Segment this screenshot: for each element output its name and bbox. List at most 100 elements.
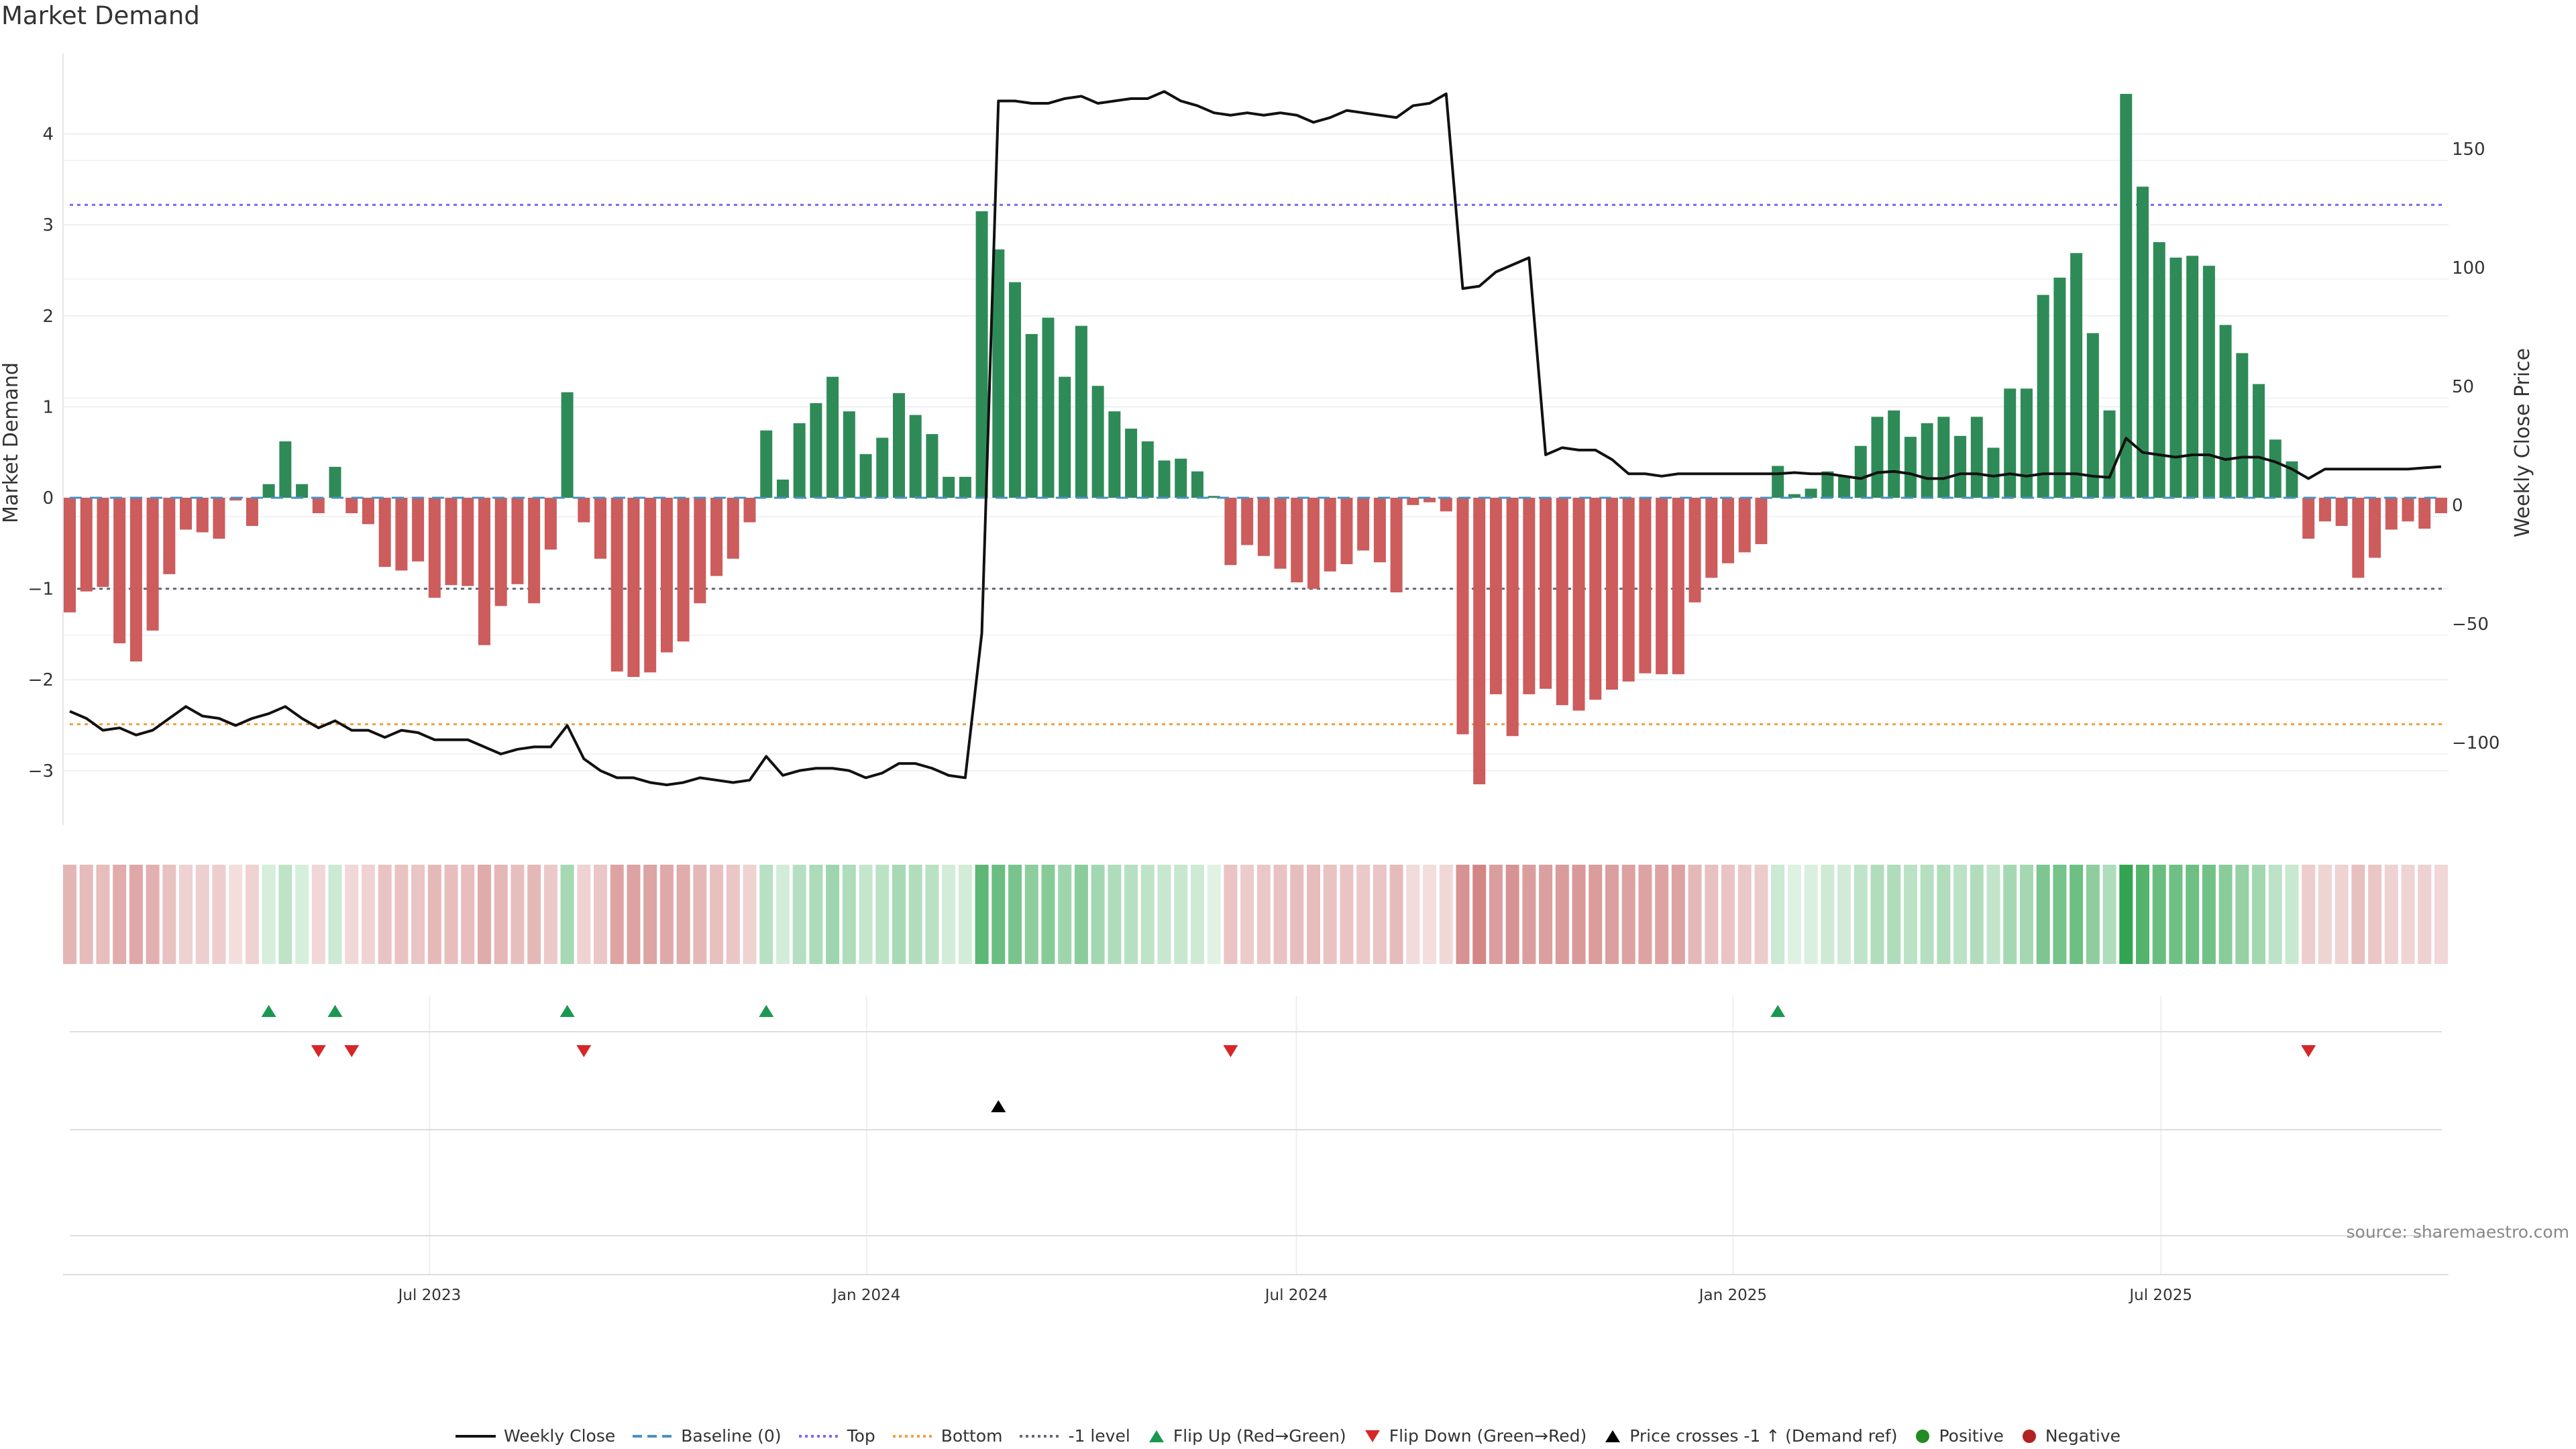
legend-item[interactable]: Weekly Close: [455, 1426, 615, 1446]
flip-down-marker: [344, 1045, 360, 1057]
demand-bar: [1075, 325, 1087, 498]
demand-heat-cell: [461, 865, 475, 964]
demand-heat-cell: [1837, 865, 1851, 964]
demand-heat-cell: [1539, 865, 1553, 964]
demand-heat-cell: [577, 865, 591, 964]
left-axis-title: Market Demand: [0, 362, 23, 523]
flip-up-marker: [261, 1005, 276, 1017]
demand-heat-cell: [2384, 865, 2398, 964]
demand-heat-cell: [1091, 865, 1105, 964]
demand-heat-cell: [676, 865, 690, 964]
demand-bar: [129, 498, 142, 662]
demand-heat-cell: [2351, 865, 2365, 964]
demand-bar: [909, 415, 922, 498]
demand-bar: [644, 498, 657, 673]
demand-bar: [229, 498, 242, 501]
legend-item[interactable]: Negative: [2021, 1426, 2121, 1446]
flip-down-marker: [311, 1045, 326, 1057]
demand-heat-cell: [1903, 865, 1917, 964]
demand-bar: [80, 498, 93, 592]
demand-bar: [2137, 186, 2149, 498]
demand-bar: [1506, 498, 1519, 737]
demand-bar: [1424, 498, 1436, 502]
demand-heat-cell: [1240, 865, 1254, 964]
demand-heat-cell: [1737, 865, 1752, 964]
demand-heat-cell: [229, 865, 243, 964]
demand-heat-cell: [527, 865, 541, 964]
demand-bar: [2020, 388, 2033, 498]
demand-heat-cell: [2086, 865, 2100, 964]
demand-heat-cell: [958, 865, 972, 964]
demand-bar: [826, 376, 839, 498]
demand-bar: [2236, 353, 2249, 498]
legend-item[interactable]: Positive: [1915, 1426, 2004, 1446]
demand-heat-cell: [2334, 865, 2349, 964]
demand-heat-cell: [2019, 865, 2033, 964]
flip-down-marker: [576, 1045, 592, 1057]
demand-bar: [594, 498, 607, 559]
source-label: source: sharemaestro.com: [2346, 1222, 2570, 1242]
legend-item[interactable]: Flip Up (Red→Green): [1148, 1426, 1346, 1446]
demand-heat-cell: [1522, 865, 1536, 964]
demand-heat-cell: [1307, 865, 1320, 964]
flip-up-marker: [759, 1005, 774, 1017]
demand-heat-cell: [1008, 865, 1022, 964]
demand-bar: [478, 498, 490, 645]
demand-heat-cell: [710, 865, 724, 964]
demand-heat-cell: [2218, 865, 2233, 964]
legend-item[interactable]: Top: [798, 1426, 875, 1446]
demand-bar: [1788, 494, 1801, 498]
demand-heat-cell: [975, 865, 989, 964]
legend-label: Top: [847, 1426, 875, 1446]
demand-bar: [1091, 386, 1104, 498]
demand-heat-cell: [2368, 865, 2382, 964]
demand-bar: [1489, 498, 1502, 694]
flip-down-marker: [2301, 1045, 2316, 1057]
demand-bar: [1605, 498, 1618, 690]
demand-bar: [926, 434, 938, 498]
demand-heat-cell: [295, 865, 309, 964]
demand-bar: [1241, 498, 1254, 545]
demand-heat-cell: [1256, 865, 1271, 964]
legend-item[interactable]: Bottom: [892, 1426, 1002, 1446]
demand-bar: [2004, 388, 2017, 498]
demand-heat-cell: [494, 865, 508, 964]
demand-bar: [1257, 498, 1270, 556]
demand-bar: [1921, 423, 1933, 498]
left-tick-label: 3: [42, 215, 54, 235]
legend-item[interactable]: Baseline (0): [633, 1426, 782, 1446]
demand-heat-cell: [262, 865, 276, 964]
demand-bar: [1987, 447, 2000, 498]
legend-label: Baseline (0): [681, 1426, 782, 1446]
demand-bar: [1224, 498, 1237, 566]
demand-heat-cell: [378, 865, 392, 964]
demand-heat-cell: [610, 865, 624, 964]
demand-heat-cell: [1124, 865, 1138, 964]
demand-bar: [345, 498, 358, 514]
legend-label: Negative: [2045, 1426, 2121, 1446]
demand-bar: [1722, 498, 1734, 564]
legend-item[interactable]: Price crosses -1 ↑ (Demand ref): [1604, 1426, 1897, 1446]
x-tick-label: Jan 2025: [1698, 1287, 1767, 1304]
demand-bar: [279, 441, 292, 498]
demand-heat-cell: [1108, 865, 1122, 964]
demand-bar: [2086, 333, 2099, 498]
right-tick-label: 150: [2452, 140, 2485, 160]
demand-heat-cell: [2152, 865, 2166, 964]
legend-item[interactable]: Flip Down (Green→Red): [1364, 1426, 1587, 1446]
demand-heat-cell: [2136, 865, 2149, 964]
legend-item[interactable]: -1 level: [1020, 1426, 1130, 1446]
demand-heat-cell: [759, 865, 773, 964]
demand-heat-cell: [96, 865, 110, 964]
demand-bar: [362, 498, 374, 525]
demand-heat-cell: [1671, 865, 1685, 964]
demand-heat-cell: [1389, 865, 1403, 964]
demand-bar: [627, 498, 640, 678]
demand-bar: [428, 498, 441, 598]
demand-bar: [1274, 498, 1287, 569]
demand-bar: [544, 498, 557, 550]
demand-bar: [2434, 498, 2447, 514]
demand-bar: [180, 498, 193, 530]
demand-bar: [1888, 410, 1900, 498]
demand-heat-cell: [659, 865, 674, 964]
